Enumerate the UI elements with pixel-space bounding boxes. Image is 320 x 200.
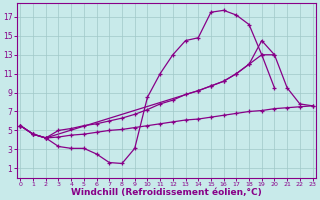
- X-axis label: Windchill (Refroidissement éolien,°C): Windchill (Refroidissement éolien,°C): [71, 188, 262, 197]
